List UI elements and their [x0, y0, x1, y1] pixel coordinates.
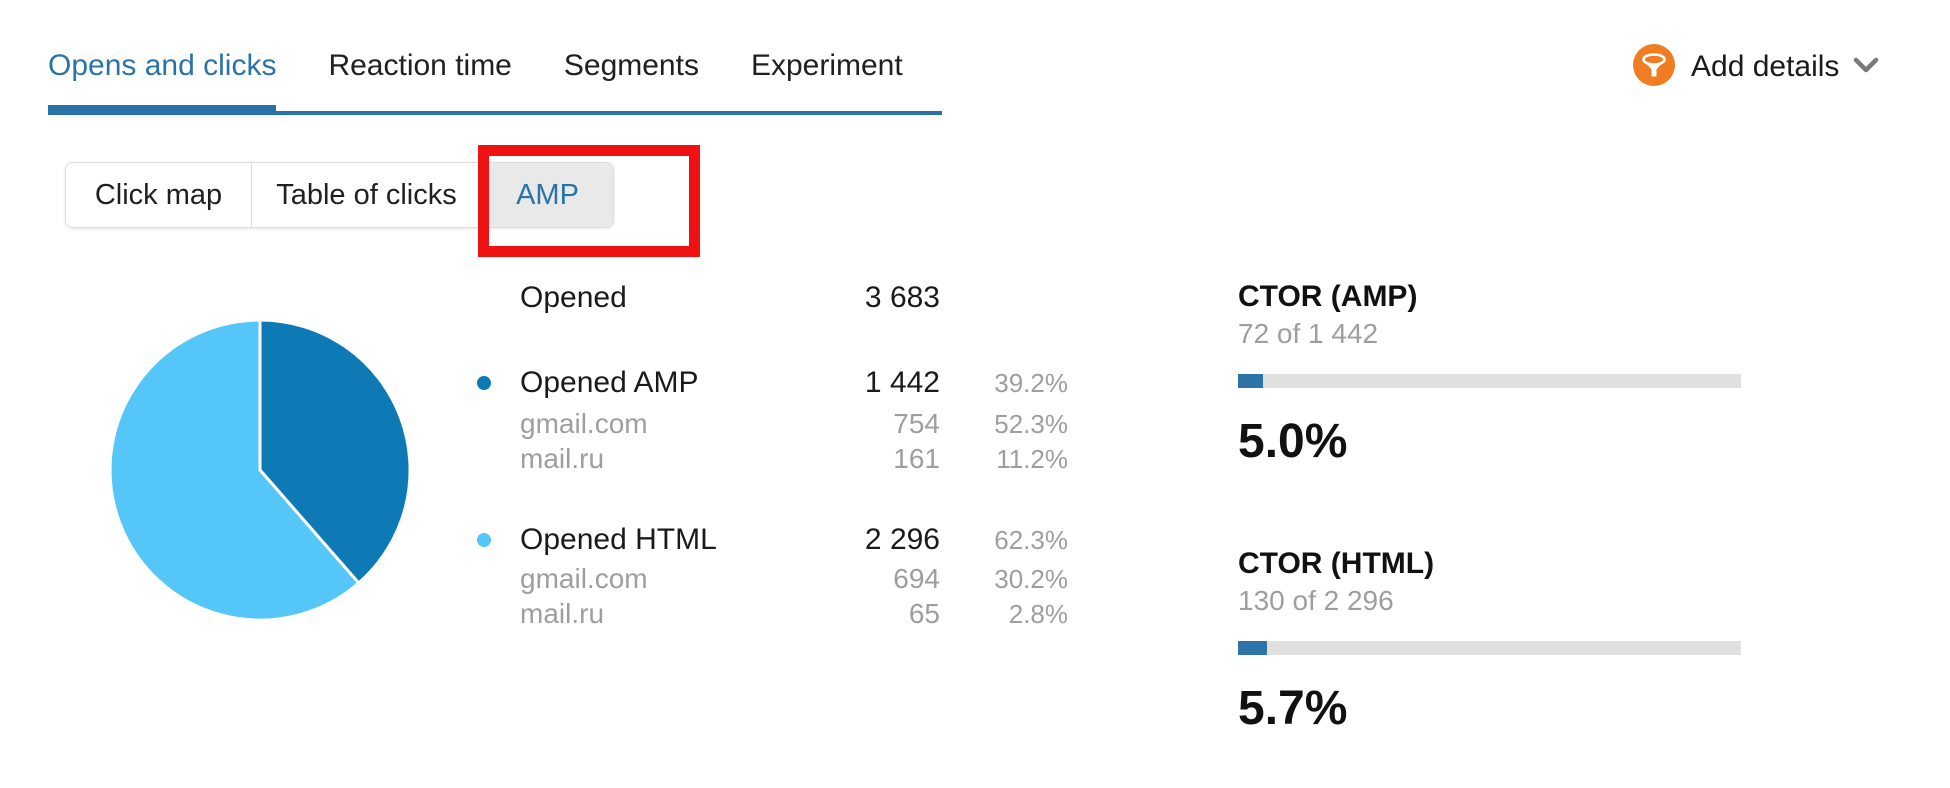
opens-pie-chart: [108, 318, 412, 622]
domain-value: 694: [893, 563, 940, 594]
view-switcher: Click map Table of clicks AMP: [65, 162, 614, 228]
domain-value: 161: [893, 443, 940, 474]
stat-label: Opened AMP: [520, 366, 699, 399]
funnel-icon: [1633, 43, 1675, 91]
tab-segments[interactable]: Segments: [563, 49, 699, 82]
amp-button[interactable]: AMP: [481, 163, 613, 227]
stat-row-opened-amp: Opened AMP 1 442 39.2%: [455, 362, 1075, 404]
domain-label: gmail.com: [520, 408, 648, 439]
stat-value: 2 296: [864, 523, 940, 556]
stat-subrow-gmail-amp: gmail.com 754 52.3%: [455, 406, 1075, 442]
stat-row-opened: Opened 3 683: [455, 277, 1075, 319]
ctor-amp-title: CTOR (AMP): [1238, 280, 1418, 313]
legend-dot-html: [477, 533, 491, 547]
pie-slice-html: [108, 318, 361, 622]
click-map-button[interactable]: Click map: [66, 163, 251, 227]
ctor-html-title: CTOR (HTML): [1238, 547, 1435, 580]
stat-value: 3 683: [864, 281, 940, 314]
table-of-clicks-button[interactable]: Table of clicks: [251, 163, 481, 227]
domain-value: 754: [893, 408, 940, 439]
domain-percent: 11.2%: [996, 444, 1068, 474]
amp-highlight-annotation: [478, 145, 700, 257]
domain-label: gmail.com: [520, 563, 648, 594]
stat-percent: 39.2%: [994, 368, 1068, 398]
ctor-amp-subtitle: 72 of 1 442: [1238, 318, 1379, 349]
report-tabbar: Opens and clicks Reaction time Segments …: [48, 48, 942, 115]
ctor-html-subtitle: 130 of 2 296: [1238, 585, 1394, 616]
stat-percent: 62.3%: [994, 525, 1068, 555]
pie-slice-amp: [258, 318, 412, 585]
domain-value: 65: [908, 598, 940, 629]
stat-row-opened-html: Opened HTML 2 296 62.3%: [455, 519, 1075, 561]
ctor-amp-percent: 5.0%: [1238, 415, 1348, 468]
stat-subrow-mailru-html: mail.ru 65 2.8%: [455, 596, 1075, 632]
stat-subrow-gmail-html: gmail.com 694 30.2%: [455, 561, 1075, 597]
stat-value: 1 442: [864, 366, 940, 399]
chevron-down-icon: [1853, 57, 1879, 78]
stat-label: Opened: [520, 281, 627, 314]
add-details-label: Add details: [1691, 50, 1840, 83]
ctor-html-progressbar: [1238, 641, 1741, 655]
domain-percent: 2.8%: [1008, 599, 1068, 629]
stat-label: Opened HTML: [520, 523, 717, 556]
domain-label: mail.ru: [520, 443, 605, 474]
tab-experiment[interactable]: Experiment: [750, 49, 903, 82]
domain-percent: 52.3%: [994, 409, 1068, 439]
ctor-amp-progressbar: [1238, 374, 1741, 388]
ctor-html-progress-fill: [1238, 641, 1267, 655]
stat-subrow-mailru-amp: mail.ru 161 11.2%: [455, 441, 1075, 477]
tab-opens-and-clicks[interactable]: Opens and clicks: [48, 49, 277, 113]
domain-label: mail.ru: [520, 598, 605, 629]
domain-percent: 30.2%: [994, 564, 1068, 594]
add-details-button[interactable]: Add details: [1633, 43, 1879, 91]
tab-reaction-time[interactable]: Reaction time: [328, 49, 512, 82]
ctor-amp-progress-fill: [1238, 374, 1264, 388]
legend-dot-amp: [477, 376, 491, 390]
ctor-html-block: CTOR (HTML) 130 of 2 296 5.7%: [1238, 546, 1741, 735]
ctor-amp-block: CTOR (AMP) 72 of 1 442 5.0%: [1238, 279, 1741, 468]
ctor-html-percent: 5.7%: [1238, 682, 1348, 735]
